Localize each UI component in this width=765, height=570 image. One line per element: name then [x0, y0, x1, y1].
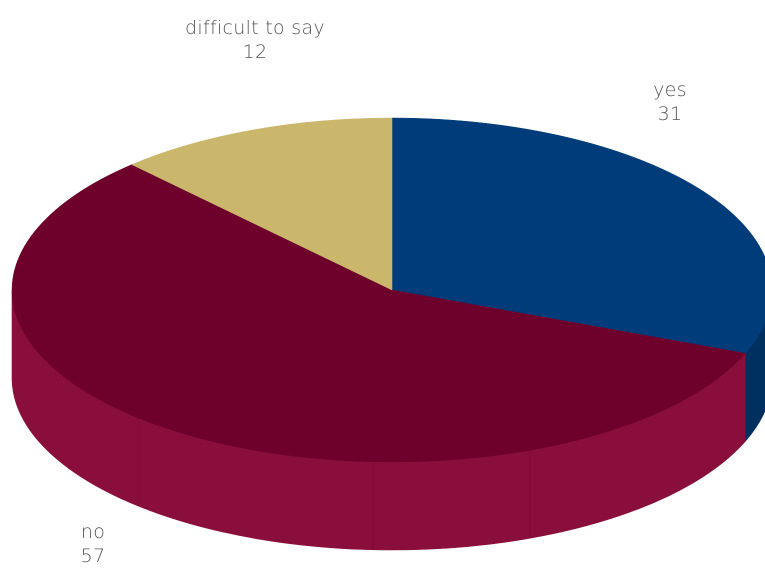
pie-slice-yes [391, 117, 765, 354]
label-yes-name: yes [653, 79, 687, 101]
pie-slice-difficult-to-say [131, 117, 393, 291]
label-no-value: 57 [80, 545, 106, 567]
label-difficult: difficult to say 12 [150, 16, 360, 64]
pie-slice-no [11, 164, 746, 463]
label-no: no 57 [58, 520, 128, 568]
label-difficult-value: 12 [242, 41, 268, 63]
label-difficult-name: difficult to say [185, 17, 325, 39]
label-yes-value: 31 [657, 103, 683, 125]
label-no-name: no [80, 521, 106, 543]
label-yes: yes 31 [630, 78, 710, 126]
